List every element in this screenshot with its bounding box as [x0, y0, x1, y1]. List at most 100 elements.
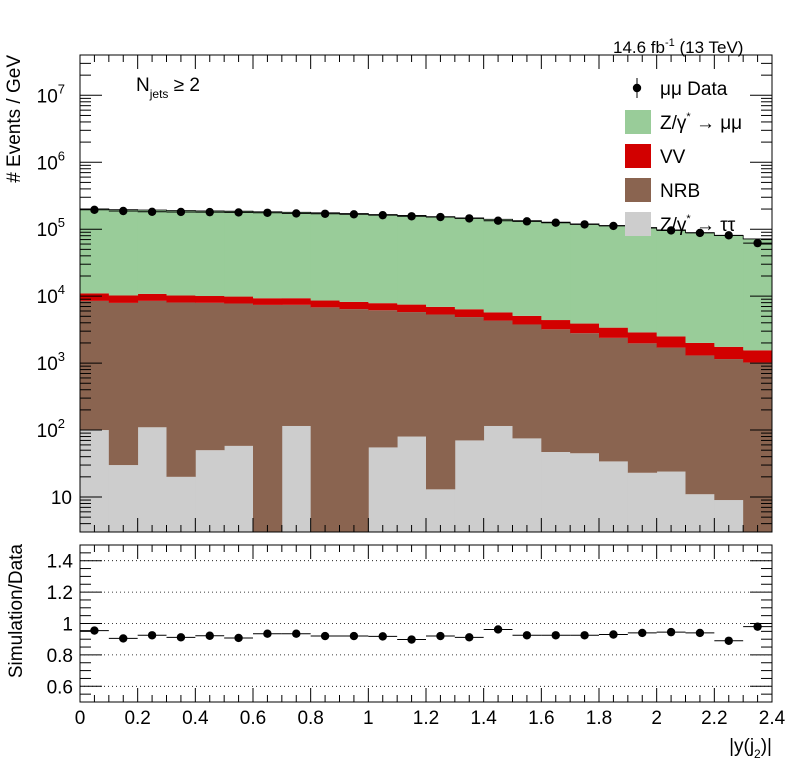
bar-nrb-8 [310, 307, 340, 532]
top-y-tick-label-6: 106 [37, 148, 65, 174]
data-point-11 [407, 212, 416, 221]
data-point-7 [292, 209, 301, 218]
bar-nrb-0 [80, 300, 110, 431]
legend-label-2: VV [660, 147, 686, 168]
bar-z-13 [454, 440, 485, 532]
data-point-1 [119, 206, 128, 216]
y-axis-title: # Events / GeV [4, 55, 25, 183]
ratio-point-9 [349, 631, 359, 641]
bar-nrb-2 [137, 300, 167, 428]
bar-z-15 [512, 220, 542, 316]
data-point-21 [695, 228, 705, 238]
bar-vv-6 [253, 298, 283, 305]
ratio-gridlines [80, 560, 772, 687]
x-tick-label-2: 0.4 [182, 708, 209, 729]
bar-nrb-22 [714, 359, 744, 501]
ratio-y-tick-label-0: 0.6 [47, 677, 73, 698]
bar-z-4 [195, 450, 225, 532]
ratio-y-tick-label-2: 1 [62, 615, 73, 636]
data-point-2 [147, 207, 157, 216]
bar-z-12 [426, 216, 456, 307]
data-point-12 [436, 212, 445, 222]
ratio-point-14 [493, 625, 503, 634]
bar-z-18 [599, 461, 629, 532]
ratio-point-23 [753, 622, 762, 631]
bar-vv-23 [743, 350, 773, 363]
bar-z-1 [108, 465, 139, 532]
ratio-point-1 [119, 634, 128, 643]
data-point-4 [205, 207, 214, 217]
bar-vv-17 [570, 323, 600, 334]
top-y-tick-labels: 10 102 103 104 105 106 107 [37, 81, 72, 509]
data-point-17 [580, 220, 589, 229]
luminosity-label: 14.6 fb-1 (13 TeV) [613, 37, 743, 57]
bar-vv-21 [685, 342, 715, 356]
ratio-point-19 [638, 628, 647, 638]
ratio-point-0 [90, 626, 99, 635]
bar-z-18 [599, 225, 629, 328]
legend-label-3: NRB [660, 181, 700, 202]
data-point-22 [724, 231, 733, 240]
bar-vv-15 [512, 315, 542, 325]
x-tick-label-0: 0 [75, 708, 86, 729]
bar-nrb-18 [599, 337, 629, 462]
x-tick-labels: 0 0.2 0.4 0.6 0.8 1 1.2 1.4 1.6 1.8 2 2.2 2.4 [75, 708, 786, 729]
data-point-9 [349, 210, 359, 219]
ratio-point-13 [465, 633, 474, 642]
legend-label-0: μμ Data [660, 79, 728, 100]
x-tick-label-5: 1 [363, 708, 374, 729]
bar-vv-19 [627, 332, 658, 344]
data-point-0 [90, 205, 99, 214]
x-tick-label-12: 2.4 [759, 708, 786, 729]
bar-z-17 [570, 223, 600, 324]
legend-swatch-3 [625, 178, 651, 202]
ratio-point-8 [320, 631, 330, 641]
top-y-tick-label-1: 10 [51, 488, 72, 509]
bar-nrb-4 [195, 302, 225, 451]
bar-vv-22 [714, 346, 744, 360]
x-tick-label-8: 1.6 [528, 708, 554, 729]
bar-nrb-21 [685, 355, 715, 495]
bar-z-11 [397, 436, 427, 532]
bar-z-16 [541, 451, 571, 532]
stacked-bars [80, 208, 773, 532]
bar-nrb-15 [512, 324, 542, 439]
bar-z-21 [685, 232, 715, 343]
ratio-point-10 [378, 632, 387, 641]
bar-z-14 [483, 425, 513, 532]
bar-z-5 [224, 445, 254, 532]
data-point-5 [234, 208, 243, 217]
ratio-point-4 [205, 631, 214, 640]
data-point-3 [176, 207, 186, 217]
bar-z-19 [627, 227, 658, 333]
bar-z-16 [541, 222, 571, 321]
bar-z-17 [570, 453, 600, 532]
bar-z-0 [80, 430, 110, 532]
top-y-tick-label-3: 103 [37, 349, 65, 375]
data-point-13 [465, 214, 474, 223]
bar-z-3 [166, 476, 196, 532]
x-tick-label-11: 2.2 [701, 708, 727, 729]
bar-vv-1 [108, 295, 139, 303]
ratio-point-6 [263, 629, 272, 638]
bar-z-5 [224, 211, 254, 297]
ratio-point-2 [147, 631, 157, 640]
bar-z-20 [656, 229, 686, 337]
ratio-point-7 [292, 629, 301, 638]
bar-vv-14 [483, 312, 513, 321]
legend-swatch-2 [625, 144, 651, 168]
ratio-y-tick-label-3: 1.2 [47, 583, 73, 604]
data-point-6 [263, 208, 272, 217]
ratio-point-12 [436, 631, 445, 641]
bar-nrb-10 [368, 310, 398, 448]
legend-swatch-1 [625, 110, 651, 134]
bar-z-1 [108, 209, 139, 296]
bar-z-6 [253, 211, 283, 299]
legend-data-marker [632, 83, 642, 93]
ratio-y-tick-labels: 0.6 0.8 1 1.2 1.4 [47, 552, 74, 699]
bar-z-12 [426, 489, 456, 532]
bar-nrb-7 [281, 304, 312, 426]
bar-z-20 [656, 471, 686, 532]
top-y-tick-label-4: 104 [37, 282, 65, 308]
